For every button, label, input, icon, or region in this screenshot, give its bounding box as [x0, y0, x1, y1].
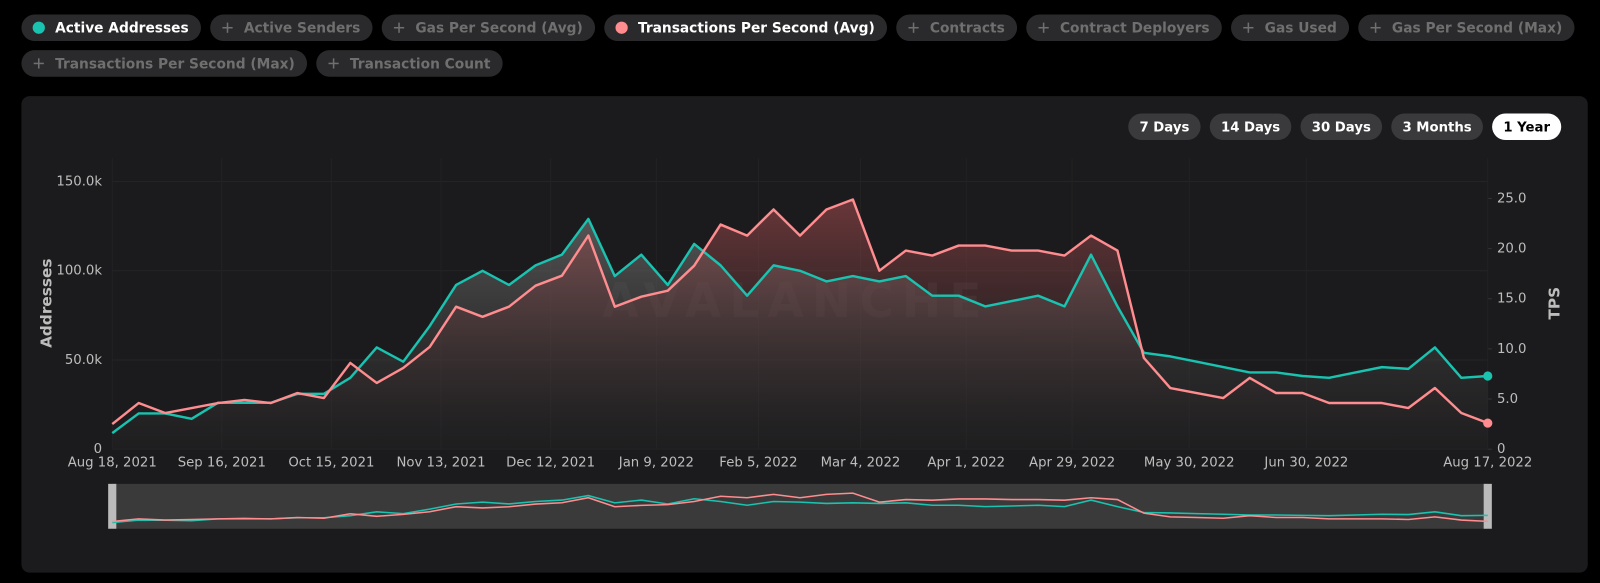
metric-tab-label: Transaction Count	[350, 56, 491, 72]
navigator-handle[interactable]	[1483, 483, 1492, 529]
range-button[interactable]	[1300, 113, 1383, 140]
x-tick-label: Jun 30, 2022	[1263, 455, 1348, 470]
metric-tab[interactable]	[1231, 14, 1350, 41]
x-tick-label: Dec 12, 2021	[506, 455, 595, 470]
metric-tab[interactable]	[896, 14, 1018, 41]
y2-tick-label: 20.0	[1497, 242, 1527, 257]
range-button[interactable]	[1391, 113, 1483, 140]
x-tick-label: Apr 29, 2022	[1029, 455, 1115, 470]
metric-tab-label: Contract Deployers	[1060, 21, 1210, 37]
x-tick-label: Feb 5, 2022	[719, 455, 797, 470]
metric-tab-label: Transactions Per Second (Avg)	[638, 21, 875, 37]
metric-tab[interactable]	[210, 14, 373, 41]
navigator-line	[112, 494, 1488, 524]
legend-dot	[615, 21, 628, 34]
x-tick-label: Aug 17, 2022	[1443, 455, 1532, 470]
y-axis-title: Addresses	[37, 259, 55, 348]
metric-tab[interactable]	[21, 50, 308, 77]
range-button-label: 7 Days	[1139, 121, 1189, 136]
metric-tab[interactable]	[316, 50, 503, 77]
range-button[interactable]	[1492, 113, 1562, 140]
metric-tab-label: Gas Per Second (Max)	[1392, 21, 1562, 37]
metric-tab-label: Active Senders	[244, 21, 360, 37]
y-tick-label: 0	[94, 442, 102, 457]
legend-dot	[32, 21, 45, 34]
metric-tab[interactable]	[1358, 14, 1575, 41]
range-button[interactable]	[1128, 113, 1201, 140]
metric-tab[interactable]	[381, 14, 596, 41]
x-tick-label: Mar 4, 2022	[821, 455, 901, 470]
metric-tab[interactable]	[21, 14, 201, 41]
range-button-label: 30 Days	[1312, 121, 1371, 136]
end-point	[1483, 371, 1493, 381]
y-tick-label: 100.0k	[56, 264, 102, 279]
series-line	[111, 217, 1488, 435]
y-tick-label: 150.0k	[56, 175, 102, 190]
range-button[interactable]	[1209, 113, 1292, 140]
x-tick-label: May 30, 2022	[1144, 455, 1235, 470]
y2-tick-label: 10.0	[1497, 342, 1527, 357]
x-tick-label: Sep 16, 2021	[178, 455, 266, 470]
x-tick-label: Oct 15, 2021	[288, 455, 374, 470]
navigator-line	[112, 492, 1488, 523]
x-tick-label: Nov 13, 2021	[396, 455, 485, 470]
end-point	[1483, 418, 1493, 428]
y2-tick-label: 15.0	[1497, 292, 1527, 307]
y2-tick-label: 5.0	[1497, 392, 1518, 407]
x-tick-label: Aug 18, 2021	[68, 455, 157, 470]
metric-tab[interactable]	[1026, 14, 1222, 41]
metric-tab-label: Gas Per Second (Avg)	[415, 21, 582, 37]
x-tick-label: Apr 1, 2022	[927, 455, 1005, 470]
metric-tab-label: Contracts	[930, 21, 1005, 37]
series-line	[111, 198, 1489, 426]
metric-tab-label: Active Addresses	[55, 21, 189, 37]
y-tick-label: 50.0k	[65, 353, 103, 368]
y2-axis-title: TPS	[1546, 287, 1564, 320]
navigator[interactable]	[112, 483, 1488, 529]
range-button-label: 3 Months	[1402, 121, 1471, 136]
y2-tick-label: 0	[1497, 442, 1505, 457]
metric-tab-label: Transactions Per Second (Max)	[55, 56, 295, 72]
series-area	[112, 199, 1488, 450]
metric-tab[interactable]	[604, 14, 888, 41]
metric-tab-label: Gas Used	[1265, 21, 1337, 37]
range-button-label: 1 Year	[1503, 121, 1550, 136]
x-tick-label: Jan 9, 2022	[618, 455, 694, 470]
navigator-handle[interactable]	[108, 483, 117, 529]
y2-tick-label: 25.0	[1497, 191, 1527, 206]
range-button-label: 14 Days	[1221, 121, 1280, 136]
